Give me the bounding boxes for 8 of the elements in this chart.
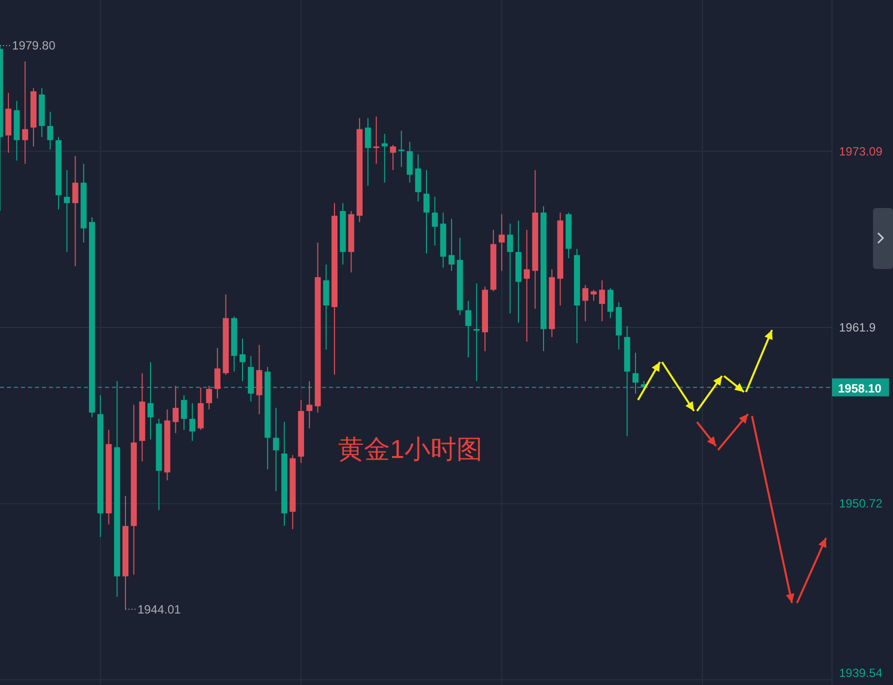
- y-tick-label: 1973.09: [839, 144, 883, 158]
- y-tick-label: 1950.72: [839, 496, 883, 511]
- annotation: 1944.01: [137, 602, 182, 616]
- annotation: 黄金1小时图: [338, 434, 482, 464]
- y-tick-label: 1961.9: [839, 320, 876, 335]
- y-tick-label: 1939.54: [839, 666, 883, 680]
- annotation: 1979.80: [12, 38, 56, 53]
- ref-line-label: 1958.10: [838, 381, 882, 396]
